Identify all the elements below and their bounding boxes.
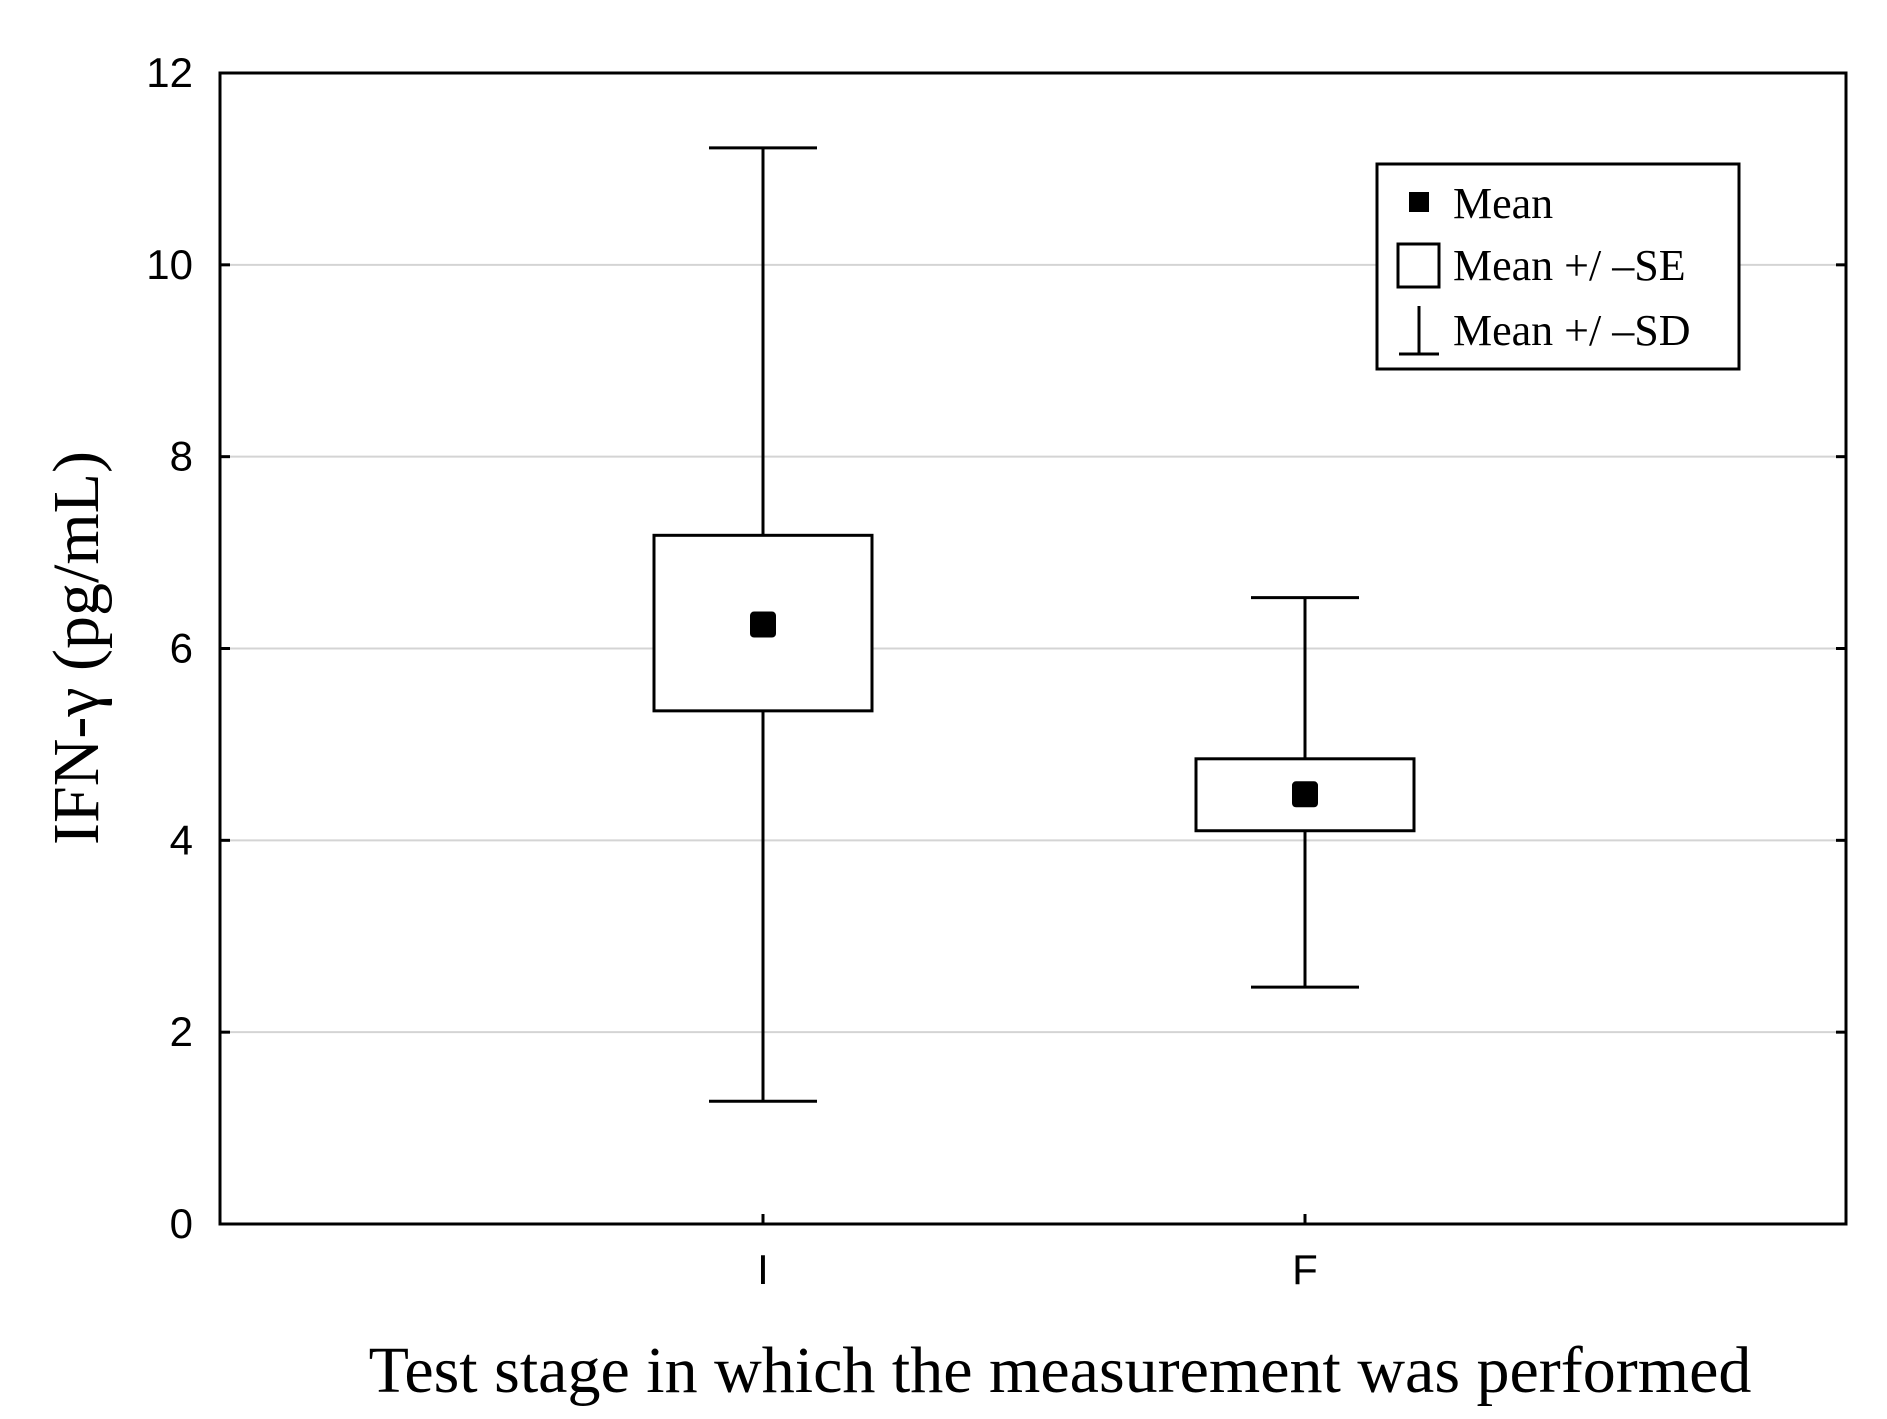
grid-lines xyxy=(220,263,1846,1034)
legend-label-sd: Mean +/ –SD xyxy=(1453,306,1690,355)
group-F xyxy=(1194,596,1416,989)
legend-label-se: Mean +/ –SE xyxy=(1453,241,1686,290)
legend-se-box xyxy=(1396,242,1441,289)
y-axis-ticks: 0 2 4 6 8 10 12 xyxy=(146,49,1846,1247)
plot-marks xyxy=(652,146,1416,1103)
legend-sd-whisker xyxy=(1399,306,1439,356)
mean-marker xyxy=(750,611,776,638)
group-I xyxy=(652,146,874,1103)
y-tick-label: 12 xyxy=(146,49,193,96)
x-axis-title: Test stage in which the measurement was … xyxy=(369,1334,1752,1407)
legend-label-mean: Mean xyxy=(1453,179,1553,228)
y-tick-label: 4 xyxy=(170,816,193,863)
y-axis-title: IFN-γ (pg/mL) xyxy=(40,451,113,845)
legend: Mean Mean +/ –SE Mean +/ –SD xyxy=(1375,162,1741,371)
x-tick-label: F xyxy=(1292,1246,1318,1293)
mean-marker xyxy=(1292,781,1318,808)
x-tick-label: I xyxy=(757,1246,769,1293)
y-tick-label: 8 xyxy=(170,433,193,480)
legend-mean-marker xyxy=(1409,192,1429,212)
y-tick-label: 2 xyxy=(170,1008,193,1055)
y-tick-label: 6 xyxy=(170,625,193,672)
y-tick-label: 0 xyxy=(170,1200,193,1247)
y-tick-label: 10 xyxy=(146,241,193,288)
